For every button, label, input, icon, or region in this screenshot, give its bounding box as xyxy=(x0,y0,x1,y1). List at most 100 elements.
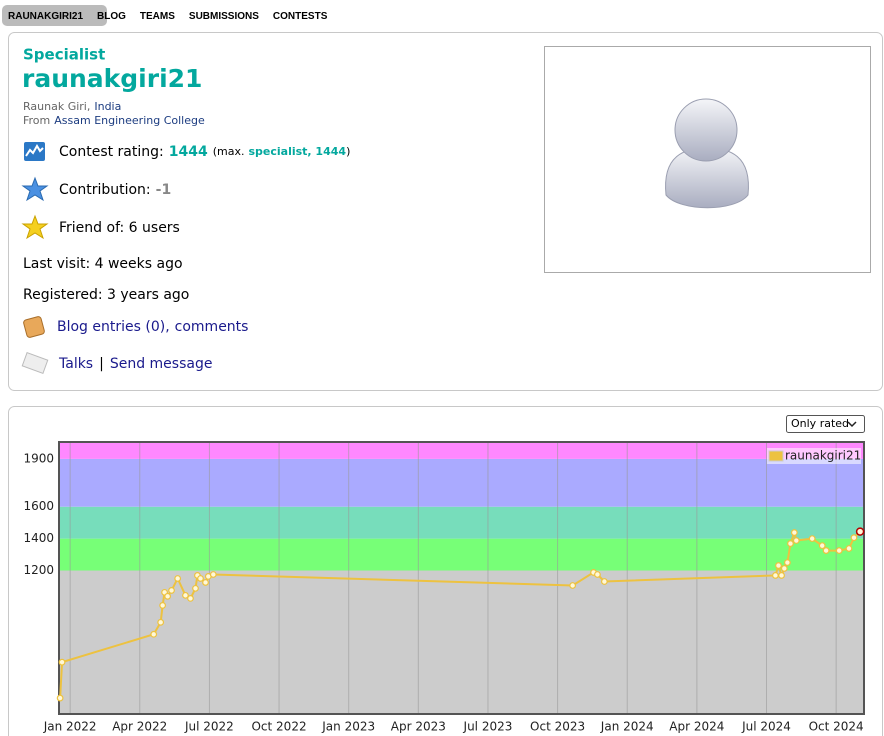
registered: Registered: 3 years ago xyxy=(23,287,189,303)
nav-item[interactable]: RAUNAKGIRI21 xyxy=(8,11,83,22)
contribution: -1 xyxy=(156,182,172,198)
rating-line: Contest rating: 1444 (max. specialist, 1444… xyxy=(59,144,350,160)
rating-point xyxy=(157,618,165,626)
x-tick-label: Apr 2022 xyxy=(112,720,167,734)
rating-icon xyxy=(24,142,45,161)
rating-band xyxy=(59,570,864,714)
rating-point xyxy=(822,547,830,554)
filter-label[interactable]: Only rated xyxy=(791,417,849,430)
x-tick-label: Jul 2024 xyxy=(741,720,791,734)
x-tick-label: Apr 2023 xyxy=(391,720,446,734)
talks-icon xyxy=(21,352,49,374)
rating-point xyxy=(787,540,794,547)
name: Raunak Giri, xyxy=(23,100,90,113)
rating-point xyxy=(58,658,66,666)
talks-line: Talks | Send message xyxy=(58,356,212,372)
rating-point xyxy=(818,542,826,550)
rating-point xyxy=(209,571,217,578)
contribution-line: Contribution: -1 xyxy=(59,182,171,198)
x-tick-label: Jul 2023 xyxy=(463,720,513,734)
select-arrow xyxy=(847,421,857,428)
rating-point xyxy=(168,587,175,594)
nav-item[interactable]: TEAMS xyxy=(140,11,175,22)
rating-point xyxy=(159,602,167,609)
x-tick-label: Jan 2024 xyxy=(600,720,654,734)
y-tick-label: 1200 xyxy=(23,563,54,577)
nav-item[interactable]: BLOG xyxy=(97,11,126,22)
nav-item[interactable]: SUBMISSIONS xyxy=(189,11,259,22)
rating-point xyxy=(792,537,800,544)
rating-point xyxy=(164,592,172,600)
handle[interactable]: raunakgiri21 xyxy=(22,64,202,93)
location: Raunak Giri, India xyxy=(23,100,121,113)
rating-point xyxy=(600,578,608,585)
rating-point xyxy=(150,630,158,638)
talks-link[interactable]: Talks xyxy=(58,356,93,372)
filter-select[interactable] xyxy=(786,415,865,433)
y-tick-label: 1900 xyxy=(23,451,54,465)
nav-active-bg xyxy=(2,5,107,26)
rating-point xyxy=(202,579,209,586)
avatar xyxy=(665,98,749,209)
max-open: (max. xyxy=(213,145,245,158)
organization[interactable]: Assam Engineering College xyxy=(54,114,205,127)
legend-bg xyxy=(767,448,861,464)
legend: raunakgiri21 xyxy=(767,448,861,464)
friends: Friend of: 6 users xyxy=(59,220,180,236)
rating-point xyxy=(835,547,843,554)
rating-band xyxy=(59,506,864,539)
rank: Specialist xyxy=(23,46,105,64)
rating-point xyxy=(790,529,798,536)
blog-line: Blog entries (0), comments xyxy=(57,319,248,335)
rating-point xyxy=(197,575,204,582)
contribution-label: Contribution: xyxy=(59,182,151,198)
y-tick-label: 1600 xyxy=(23,499,54,513)
rating-point xyxy=(187,595,194,602)
rating-point xyxy=(845,545,853,552)
rating-chart: Jan 2022 Apr 2022 Jul 2022 Oct 2022 Jan 2023… xyxy=(23,441,865,734)
blog-link[interactable]: Blog entries (0), xyxy=(57,319,170,335)
organization-line: From Assam Engineering College xyxy=(23,114,205,127)
max-close: ) xyxy=(346,145,350,158)
rating-point xyxy=(594,571,601,578)
x-tick-label: Jan 2022 xyxy=(43,720,97,734)
nav-item[interactable]: CONTESTS xyxy=(273,11,328,22)
rating-point xyxy=(182,591,189,599)
rating: 1444 xyxy=(169,144,208,160)
nav: RAUNAKGIRI21 BLOG TEAMS SUBMISSIONS CONTESTS xyxy=(8,11,328,22)
rating-point xyxy=(855,527,865,536)
blog-icon xyxy=(23,316,45,338)
x-tick-label: Oct 2022 xyxy=(251,720,306,734)
x-tick-label: Oct 2024 xyxy=(809,720,864,734)
last-visit: Last visit: 4 weeks ago xyxy=(23,256,183,272)
from-label: From xyxy=(23,114,50,127)
rating-point xyxy=(569,582,577,589)
rating-label: Contest rating: xyxy=(59,144,164,160)
rating-point xyxy=(780,565,788,572)
rating-point xyxy=(778,572,785,579)
y-tick-label: 1400 xyxy=(23,531,54,545)
rating-point xyxy=(56,694,64,702)
rating-point xyxy=(808,535,816,543)
rating-point xyxy=(772,572,779,579)
rating-band xyxy=(59,538,864,571)
separator: | xyxy=(99,356,104,372)
send-message-link[interactable]: Send message xyxy=(110,356,213,372)
rating-band xyxy=(59,442,864,459)
legend-label: raunakgiri21 xyxy=(785,449,861,463)
friend-icon xyxy=(21,214,49,240)
x-tick-label: Jan 2023 xyxy=(321,720,375,734)
comments-link[interactable]: comments xyxy=(175,319,249,335)
contribution-icon xyxy=(21,176,49,202)
max-rank: specialist, 1444 xyxy=(248,145,346,158)
legend-swatch xyxy=(768,450,784,462)
rating-point xyxy=(174,575,182,582)
rating-point xyxy=(192,584,199,592)
rating-point xyxy=(783,559,791,566)
country[interactable]: India xyxy=(94,100,121,113)
rating-band xyxy=(59,458,864,507)
x-tick-label: Oct 2023 xyxy=(530,720,585,734)
rating-point xyxy=(850,534,858,542)
x-tick-label: Jul 2022 xyxy=(184,720,234,734)
